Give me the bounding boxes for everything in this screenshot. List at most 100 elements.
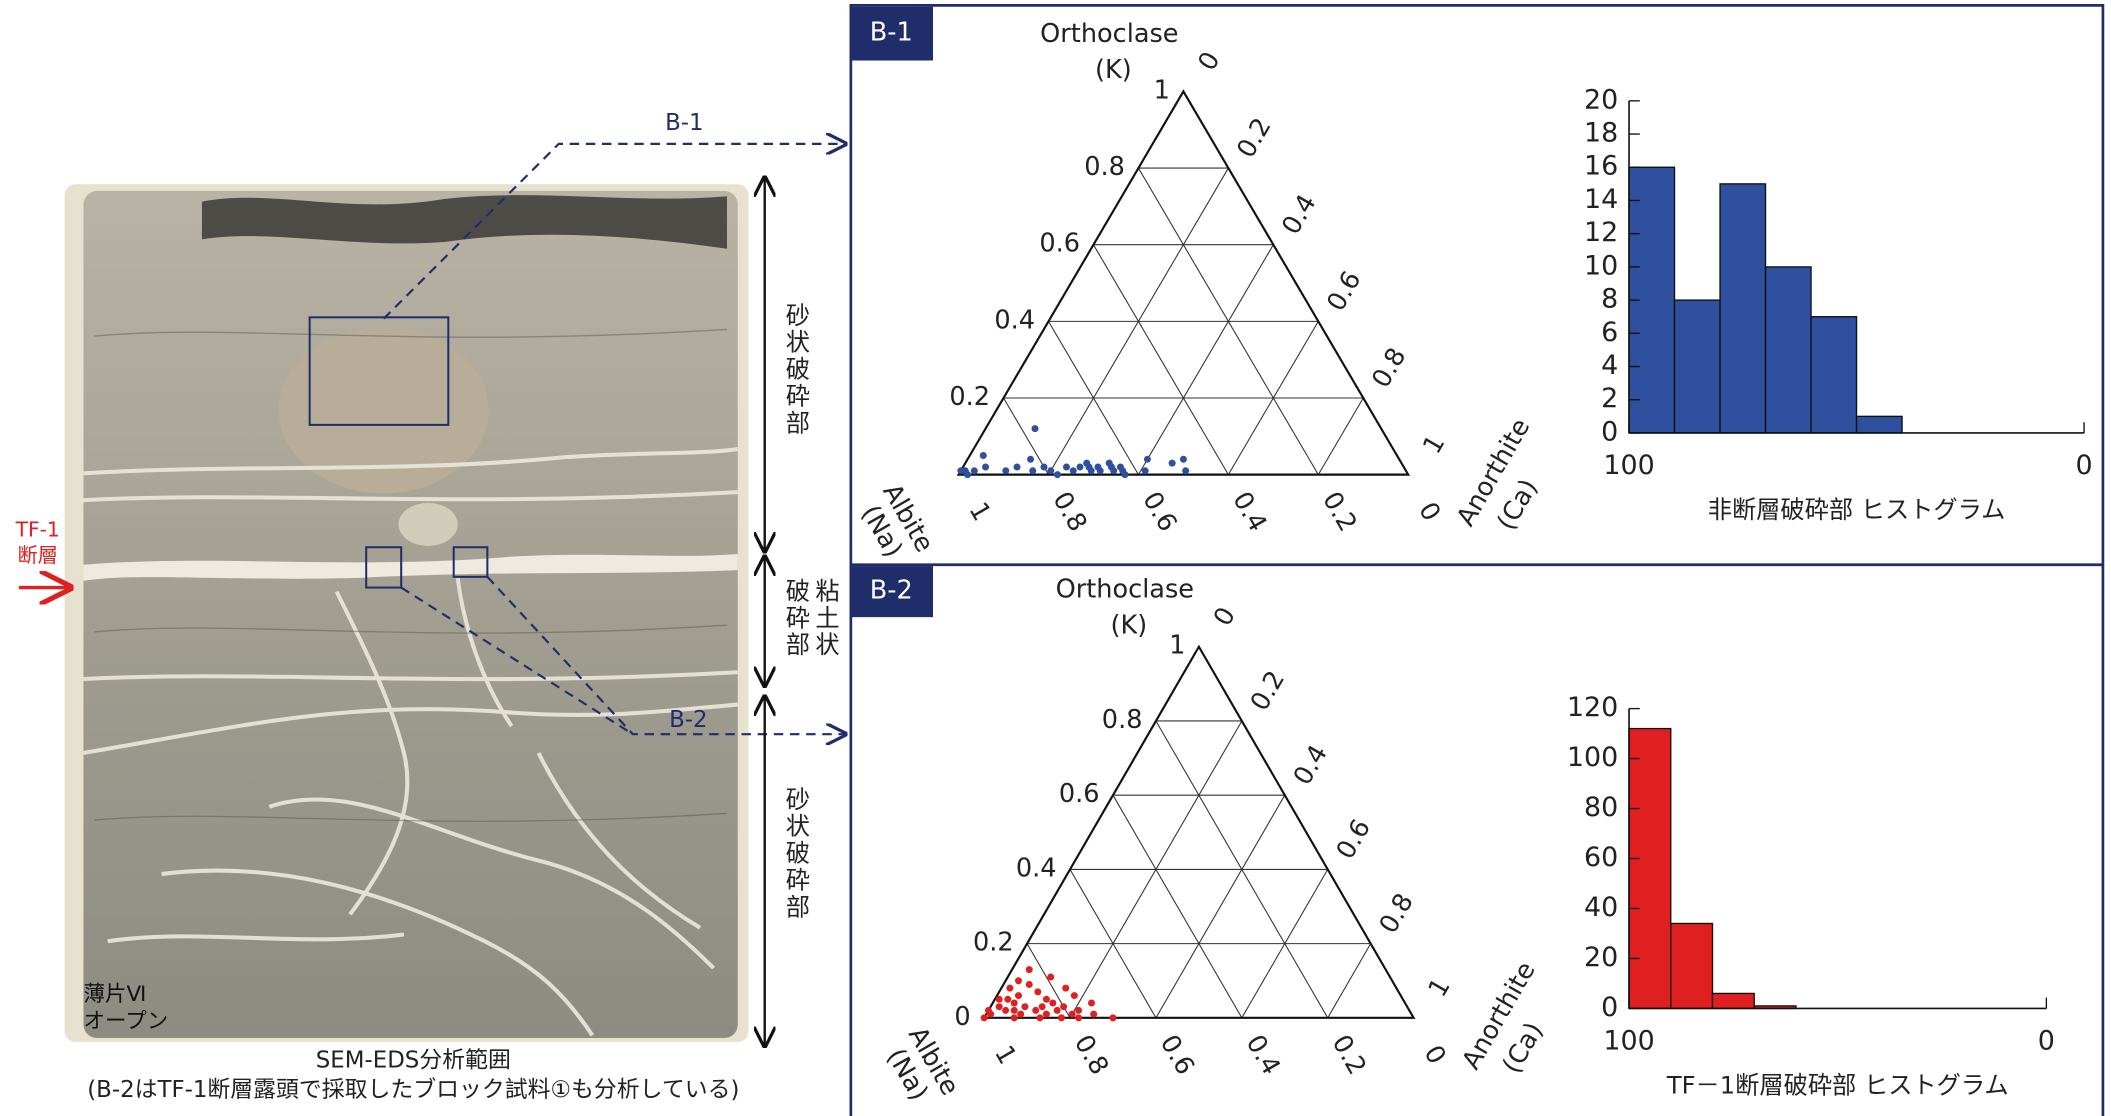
point	[1168, 459, 1176, 467]
y-tick-label: 16	[1584, 151, 1618, 182]
point	[1040, 463, 1048, 471]
na-tick-label: 1	[988, 1040, 1022, 1069]
grid-line	[1155, 720, 1329, 1019]
bar	[1855, 415, 1903, 434]
point	[1179, 455, 1187, 463]
ca-tick-label: 1	[1417, 430, 1451, 459]
point	[1087, 467, 1095, 475]
point	[1053, 1006, 1061, 1014]
zone-label: 砂状破砕部	[781, 303, 809, 437]
x-axis-label: TF－1断層破砕部 ヒストグラム	[1666, 1071, 2009, 1099]
k-tick-label: 0.8	[1084, 152, 1125, 182]
point	[984, 1006, 992, 1014]
bar	[1673, 299, 1721, 434]
fault-label: TF-1	[15, 518, 60, 542]
x-tick-label: 100	[1603, 450, 1654, 481]
point	[995, 995, 1003, 1003]
point	[1036, 1014, 1044, 1022]
point	[1075, 1006, 1083, 1014]
y-tick-label: 12	[1584, 217, 1618, 248]
k-tick-label: 1	[1154, 75, 1170, 105]
grid-line	[1137, 167, 1319, 475]
panel-frame	[849, 4, 2105, 1116]
na-tick-label: 0.2	[1316, 487, 1362, 537]
point	[1038, 1003, 1046, 1011]
bar	[1711, 992, 1755, 1010]
point	[1062, 984, 1070, 992]
zone-arrows	[18, 177, 765, 1046]
panel-label: B-2	[870, 576, 913, 606]
grid-line	[1112, 794, 1243, 1019]
x-tick-label: 0	[2038, 1026, 2055, 1057]
point	[1141, 467, 1149, 475]
point	[1109, 1014, 1117, 1022]
na-tick-label: 0.8	[1046, 487, 1092, 537]
point	[1182, 467, 1190, 475]
grid-line	[1317, 397, 1364, 475]
grid-line	[1155, 794, 1286, 1019]
ternary-frame	[982, 644, 1416, 1019]
ca-tick-label: 0.4	[1276, 190, 1322, 240]
zone-label: 砂状破砕部	[781, 787, 809, 921]
point	[1002, 1006, 1010, 1014]
y-tick-label: 18	[1584, 118, 1618, 149]
point	[1068, 1010, 1076, 1018]
point	[964, 471, 972, 479]
sample-label: オープン	[83, 1009, 168, 1034]
fault-label: 断層	[18, 543, 58, 567]
point	[1121, 471, 1129, 479]
point	[1042, 995, 1050, 1003]
point	[1002, 467, 1010, 475]
caption: (B-2はTF-1断層露頭で採取したブロック試料①も分析している)	[87, 1077, 739, 1103]
point	[1057, 1014, 1065, 1022]
point	[1062, 463, 1070, 471]
ca-tick-label: 1	[1423, 973, 1457, 1002]
point	[1006, 984, 1014, 992]
x-tick-label: 100	[1603, 1026, 1654, 1057]
x-tick-label: 0	[2076, 450, 2093, 481]
y-tick-label: 100	[1567, 742, 1618, 773]
point	[1017, 1010, 1025, 1018]
point	[1047, 973, 1055, 981]
y-tick-label: 0	[1601, 416, 1618, 447]
point	[970, 467, 978, 475]
point	[1015, 992, 1023, 1000]
point	[1004, 995, 1012, 1003]
y-tick-label: 14	[1584, 184, 1618, 215]
bar	[1810, 316, 1858, 434]
arrow-label: B-2	[669, 707, 708, 733]
y-tick-label: 60	[1584, 842, 1618, 873]
point	[1021, 1003, 1029, 1011]
point	[982, 463, 990, 471]
bar	[1719, 183, 1767, 434]
na-tick-label: 0	[1418, 1040, 1452, 1069]
bar	[1670, 922, 1714, 1010]
point	[1090, 1010, 1098, 1018]
panel-label: B-1	[870, 18, 913, 48]
zone-label: 粘土状	[811, 578, 839, 659]
na-tick-label: 0.2	[1326, 1030, 1372, 1080]
point	[1042, 1010, 1050, 1018]
point	[1110, 467, 1118, 475]
point	[1088, 999, 1096, 1007]
point	[1069, 467, 1077, 475]
point	[1053, 471, 1061, 479]
point	[1049, 999, 1057, 1007]
connector-arrows	[382, 144, 846, 734]
point	[979, 451, 987, 459]
ca-tick-label: 0	[1192, 47, 1226, 76]
ternary-frame	[956, 89, 1411, 476]
k-tick-label: 0.4	[994, 305, 1035, 335]
point	[1143, 455, 1151, 463]
y-tick-label: 120	[1567, 692, 1618, 723]
ca-tick-label: 0.2	[1231, 113, 1277, 163]
point	[1025, 980, 1033, 988]
k-tick-label: 0	[954, 1002, 970, 1032]
point	[1032, 1006, 1040, 1014]
point	[1096, 467, 1104, 475]
point	[1075, 1014, 1083, 1022]
point	[995, 1003, 1003, 1011]
point	[1047, 467, 1055, 475]
y-tick-label: 10	[1584, 250, 1618, 281]
point	[1010, 1006, 1018, 1014]
